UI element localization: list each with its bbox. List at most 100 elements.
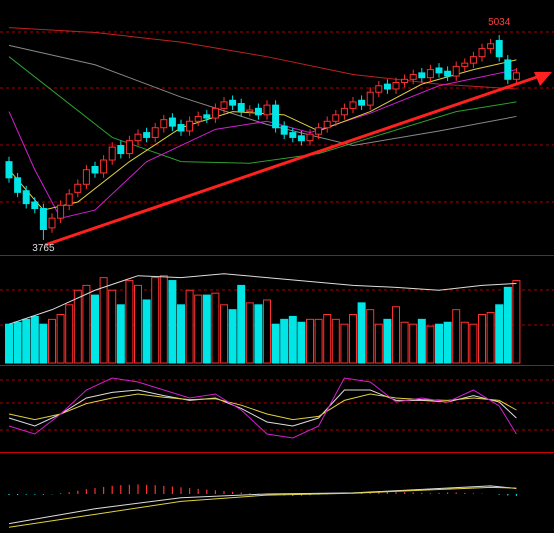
volume-bar (125, 280, 134, 364)
volume-bar (417, 318, 426, 364)
volume-bar (280, 318, 289, 364)
volume-bar (374, 323, 383, 364)
volume-bar (39, 323, 48, 364)
candle-body (125, 140, 133, 155)
volume-bar (392, 306, 400, 364)
candle-body (418, 72, 426, 79)
indicator-line (8, 393, 517, 421)
candle-body (117, 145, 125, 155)
volume-bar (314, 318, 323, 364)
candle-body (48, 217, 56, 229)
candle-body (31, 201, 39, 209)
volume-bar (168, 280, 177, 364)
volume-bar (400, 321, 409, 364)
candle-body (5, 161, 13, 179)
grid (0, 31, 554, 453)
candle-body (332, 114, 340, 122)
candle-body (14, 177, 22, 193)
candle-body (168, 117, 176, 127)
candle-body (108, 146, 116, 161)
volume-bar (366, 309, 375, 364)
candle-body (358, 99, 366, 106)
volume-bar (263, 299, 271, 364)
volume-bar (409, 323, 418, 364)
volume-bar (237, 284, 246, 364)
volume-bar (426, 325, 435, 364)
candle-body (134, 133, 142, 142)
volume-bar (65, 304, 74, 364)
volume-bar (460, 321, 469, 364)
volume-bar (91, 294, 99, 364)
volume-bar (48, 318, 56, 364)
volume-bar (82, 284, 91, 364)
candle-body (229, 99, 237, 106)
candle-body (57, 204, 65, 219)
volume-bar (245, 302, 254, 364)
candle-body (469, 56, 477, 64)
volume-bar (73, 289, 82, 364)
candle-body (143, 132, 151, 138)
candle-body (512, 72, 520, 80)
candle-body (194, 115, 202, 122)
candle-body (74, 183, 82, 193)
candle-body (392, 82, 400, 90)
high-label: 5034 (488, 17, 511, 28)
candle-body (323, 120, 331, 129)
candle-body (461, 62, 469, 67)
volume-bar (99, 277, 108, 364)
candle-body (452, 65, 460, 77)
candle-body (435, 67, 443, 74)
candle-body (220, 101, 228, 109)
candle-body (39, 207, 47, 230)
candle-body (478, 48, 486, 58)
candle-body (272, 104, 280, 129)
candle-body (211, 107, 219, 119)
low-label: 3765 (32, 243, 55, 254)
candle-body (401, 78, 409, 84)
indicator-line (8, 389, 517, 427)
volume-bar (151, 277, 160, 364)
marks (5, 27, 521, 528)
candle-body (315, 127, 323, 135)
volume-bar (202, 294, 211, 364)
indicator-line (8, 44, 517, 147)
indicator-line (8, 485, 517, 525)
volume-bar (340, 323, 349, 364)
candle-body (160, 119, 168, 129)
candle-body (444, 70, 452, 77)
volume-bar (469, 323, 478, 364)
candle-body (383, 83, 391, 90)
candle-body (504, 59, 512, 80)
indicator-line (8, 59, 517, 211)
volume-bar (185, 289, 194, 364)
candle-body (186, 120, 194, 132)
volume-bar (220, 304, 228, 364)
candle-body (65, 193, 73, 206)
indicator-line (8, 56, 517, 164)
volume-bar (323, 314, 332, 364)
volume-bar (108, 289, 117, 364)
volume-bar (306, 318, 314, 364)
indicator-line (8, 377, 517, 439)
volume-bar (116, 304, 125, 364)
volume-bar (22, 318, 31, 364)
volume-bar (142, 299, 151, 364)
volume-bar (288, 315, 297, 364)
volume-bar (228, 309, 237, 364)
candle-body (349, 101, 357, 109)
indicator-line (8, 27, 517, 90)
candle-body (91, 166, 99, 174)
volume-bar (349, 314, 357, 364)
volume-bar (478, 314, 486, 364)
volume-bar (194, 294, 203, 364)
volume-bar (13, 321, 22, 364)
candle-body (306, 133, 314, 142)
candle-body (22, 190, 30, 205)
candle-body (100, 159, 108, 174)
candle-body (426, 69, 434, 79)
volume-bar (486, 312, 495, 364)
candle-body (177, 124, 185, 132)
volume-bar (56, 314, 65, 364)
candle-body (495, 40, 503, 58)
